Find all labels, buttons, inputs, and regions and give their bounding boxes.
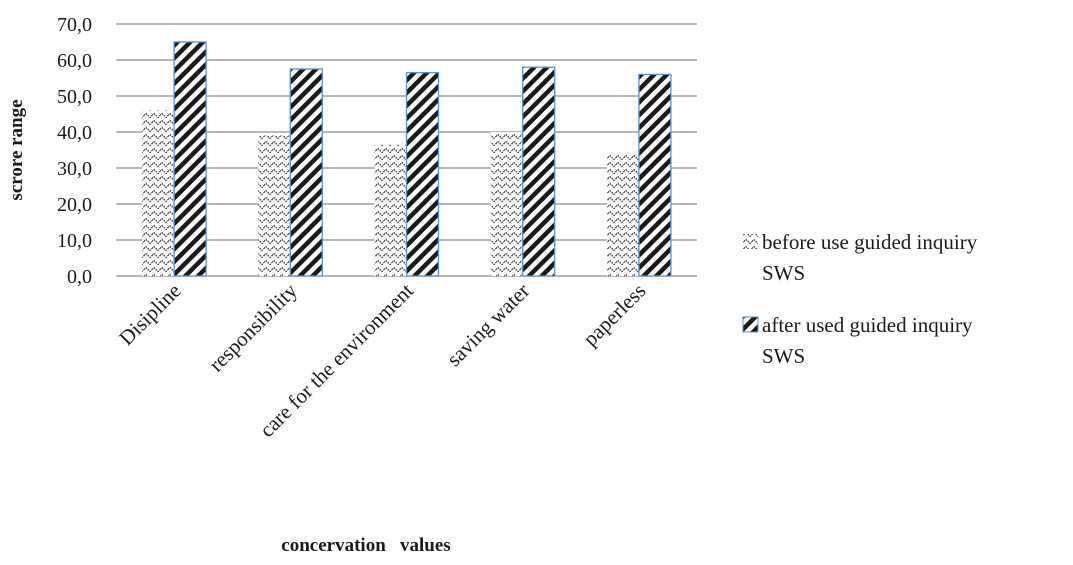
- x-category-label: paperless: [578, 279, 650, 351]
- bar-after: [289, 68, 323, 277]
- y-tick-label: 20,0: [57, 194, 92, 216]
- x-category-label: saving water: [442, 279, 534, 371]
- bar-before: [142, 110, 175, 277]
- legend-label-before-line1: before use guided inquiry: [762, 230, 978, 254]
- bars: [142, 41, 672, 277]
- legend-entry-after: after used guided inquiry SWS: [742, 313, 973, 368]
- y-tick-label: 10,0: [57, 230, 92, 252]
- y-tick-label: 60,0: [57, 50, 92, 72]
- y-axis-ticks: 0,0 10,0 20,0 30,0 40,0 50,0 60,0 70,0: [57, 14, 92, 288]
- y-tick-label: 0,0: [67, 266, 92, 288]
- bar-before: [606, 153, 639, 276]
- x-category-label: responsibility: [204, 278, 302, 376]
- legend-label-after-line2: SWS: [762, 344, 805, 368]
- bar-before: [374, 144, 407, 276]
- y-tick-label: 70,0: [57, 14, 92, 36]
- legend-entry-before: before use guided inquiry SWS: [743, 230, 978, 285]
- y-axis-title: scrore range: [6, 99, 27, 200]
- bar-before: [490, 132, 523, 276]
- x-category-label: Disipline: [114, 279, 185, 350]
- legend-swatch-after: [742, 316, 759, 333]
- bar-after: [173, 41, 207, 277]
- legend: before use guided inquiry SWS after used…: [742, 230, 978, 368]
- y-tick-label: 50,0: [57, 86, 92, 108]
- legend-label-before-line2: SWS: [762, 261, 805, 285]
- x-axis-title: concervation values: [281, 535, 450, 556]
- legend-swatch-before: [743, 234, 758, 249]
- bar-after: [405, 71, 440, 277]
- y-tick-label: 40,0: [57, 122, 92, 144]
- bar-before: [258, 135, 291, 276]
- legend-label-after-line1: after used guided inquiry: [762, 313, 973, 337]
- bar-after: [638, 73, 672, 277]
- y-tick-label: 30,0: [57, 158, 92, 180]
- bar-after: [522, 66, 556, 277]
